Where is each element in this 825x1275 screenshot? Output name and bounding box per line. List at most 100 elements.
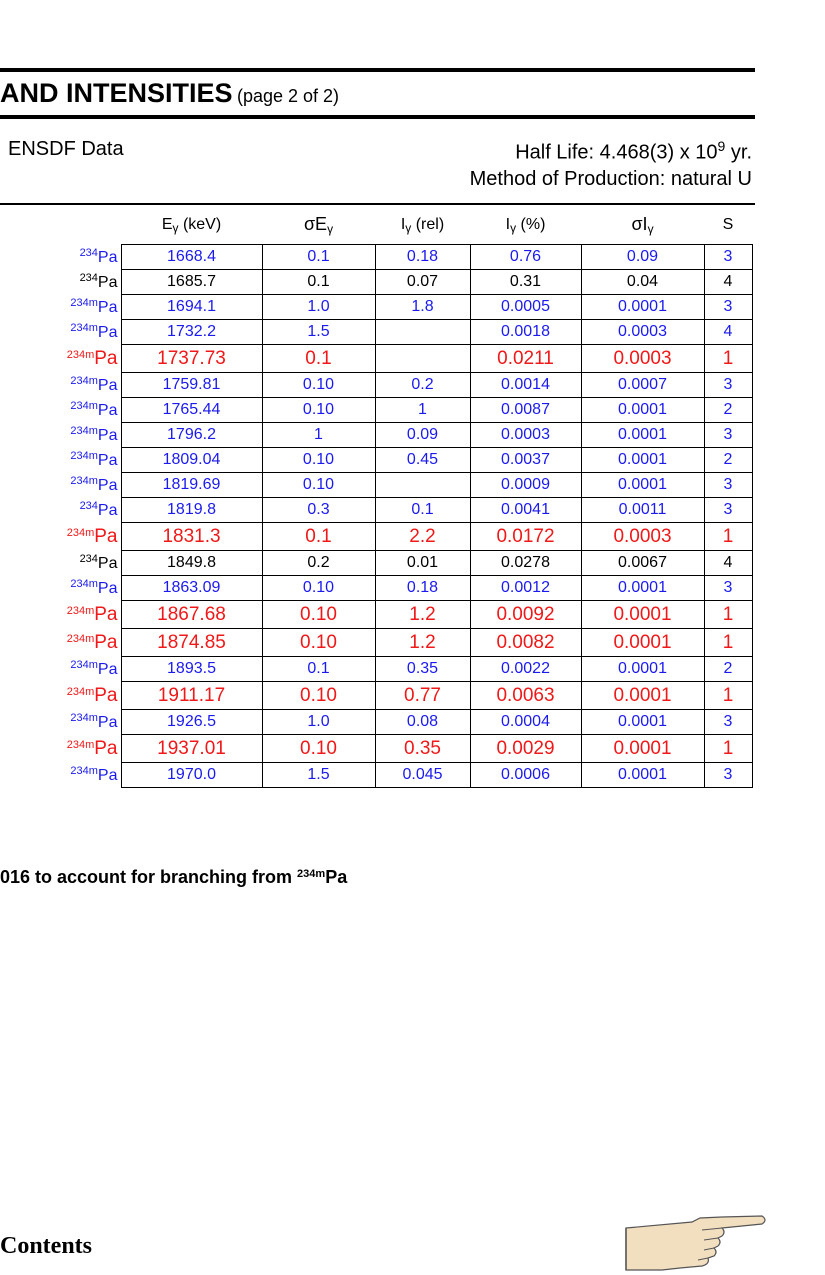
cell-s: 1 [703,628,753,657]
table-row: 234mPa 1831.3 0.1 2.2 0.0172 0.0003 1 [0,522,753,551]
table-header: Eγ (keV) σEγ Iγ (rel) Iγ (%) σIγ S [0,206,752,245]
cell-s: 3 [703,422,753,448]
cell-intensity-pct: 0.0005 [469,294,582,320]
cell-sigma-energy: 0.2 [261,550,376,576]
cell-sigma-energy: 1.0 [261,294,376,320]
isotope-mass: 234m [66,348,95,361]
isotope-mass: 234m [66,604,95,617]
table-row: 234mPa 1893.5 0.1 0.35 0.0022 0.0001 2 [0,656,753,682]
cell-intensity-rel: 0.45 [374,447,471,473]
cell-sigma-energy: 1 [261,422,376,448]
cell-intensity-pct: 0.0041 [469,497,582,523]
cell-sigma-energy: 0.1 [261,244,376,270]
cell-sigma-intensity: 0.0001 [580,397,705,423]
table-row: 234Pa 1685.7 0.1 0.07 0.31 0.04 4 [0,269,753,295]
isotope-mass: 234m [66,685,95,698]
cell-sigma-energy: 0.10 [261,397,376,423]
cell-sigma-intensity: 0.0001 [580,294,705,320]
cell-energy: 1732.2 [120,319,263,345]
table-row: 234mPa 1809.04 0.10 0.45 0.0037 0.0001 2 [0,447,753,473]
top-rule-thick [0,68,755,72]
isotope-element: Pa [97,324,118,341]
cell-intensity-pct: 0.0022 [469,656,582,682]
cell-intensity-rel: 0.1 [374,497,471,523]
cell-intensity-pct: 0.0018 [469,319,582,345]
cell-intensity-rel: 1.8 [374,294,471,320]
cell-intensity-rel: 0.18 [374,244,471,270]
cell-sigma-intensity: 0.0001 [580,447,705,473]
cell-intensity-pct: 0.0014 [469,372,582,398]
cell-s: 1 [703,600,753,629]
contents-link[interactable]: Contents [0,1233,93,1259]
isotope-label: 234mPa [0,320,121,345]
cell-s: 1 [703,344,753,373]
col-isotope [0,206,121,245]
cell-energy: 1937.01 [120,734,263,763]
isotope-label: 234mPa [0,345,121,373]
cell-energy: 1685.7 [120,269,263,295]
col-intensity-pct: Iγ (%) [505,215,546,235]
pointing-hand-icon[interactable] [622,1212,767,1272]
cell-s: 1 [703,522,753,551]
cell-intensity-pct: 0.76 [469,244,582,270]
cell-sigma-intensity: 0.0001 [580,472,705,498]
cell-intensity-pct: 0.0012 [469,575,582,601]
half-life: Half Life: 4.468(3) x 109 yr. [515,138,752,165]
isotope-element: Pa [97,402,118,419]
isotope-mass: 234m [66,526,95,539]
cell-intensity-rel: 0.2 [374,372,471,398]
isotope-element: Pa [94,684,118,706]
table-row: 234mPa 1867.68 0.10 1.2 0.0092 0.0001 1 [0,600,753,629]
cell-intensity-rel: 0.77 [374,681,471,710]
isotope-element: Pa [97,555,118,572]
cell-sigma-intensity: 0.0011 [580,497,705,523]
isotope-mass: 234m [70,322,98,334]
cell-sigma-energy: 0.10 [261,472,376,498]
isotope-label: 234mPa [0,735,121,763]
cell-intensity-pct: 0.0029 [469,734,582,763]
col-s: S [722,216,734,233]
cell-intensity-rel [374,472,471,498]
isotope-label: 234mPa [0,295,121,320]
cell-s: 3 [703,244,753,270]
col-sigma-energy: σEγ [303,214,334,236]
cell-s: 3 [703,709,753,735]
isotope-label: 234mPa [0,576,121,601]
cell-intensity-pct: 0.0082 [469,628,582,657]
table-row: 234mPa 1970.0 1.5 0.045 0.0006 0.0001 3 [0,762,753,788]
cell-s: 2 [703,447,753,473]
col-sigma-intensity: σIγ [631,214,654,236]
col-intensity-rel: Iγ (rel) [400,215,445,235]
cell-sigma-intensity: 0.0003 [580,319,705,345]
cell-intensity-pct: 0.0004 [469,709,582,735]
table-row: 234mPa 1863.09 0.10 0.18 0.0012 0.0001 3 [0,575,753,601]
cell-energy: 1694.1 [120,294,263,320]
cell-energy: 1831.3 [120,522,263,551]
table-row: 234mPa 1765.44 0.10 1 0.0087 0.0001 2 [0,397,753,423]
cell-intensity-pct: 0.31 [469,269,582,295]
cell-intensity-pct: 0.0278 [469,550,582,576]
cell-intensity-rel: 0.35 [374,734,471,763]
table-row: 234Pa 1819.8 0.3 0.1 0.0041 0.0011 3 [0,497,753,523]
cell-sigma-energy: 0.10 [261,628,376,657]
isotope-mass: 234m [70,765,98,777]
cell-s: 2 [703,397,753,423]
isotope-element: Pa [97,502,118,519]
isotope-label: 234mPa [0,523,121,551]
table-row: 234mPa 1926.5 1.0 0.08 0.0004 0.0001 3 [0,709,753,735]
isotope-label: 234mPa [0,473,121,498]
isotope-element: Pa [94,525,118,547]
cell-energy: 1874.85 [120,628,263,657]
cell-energy: 1668.4 [120,244,263,270]
table-row: 234Pa 1668.4 0.1 0.18 0.76 0.09 3 [0,244,753,270]
cell-sigma-intensity: 0.0001 [580,628,705,657]
cell-sigma-energy: 0.1 [261,656,376,682]
footnote: 016 to account for branching from 234mPa [0,867,347,888]
cell-intensity-rel: 1.2 [374,628,471,657]
cell-sigma-intensity: 0.0001 [580,734,705,763]
cell-sigma-energy: 1.5 [261,319,376,345]
isotope-mass: 234m [66,738,95,751]
cell-energy: 1737.73 [120,344,263,373]
cell-sigma-energy: 0.10 [261,734,376,763]
isotope-element: Pa [94,603,118,625]
